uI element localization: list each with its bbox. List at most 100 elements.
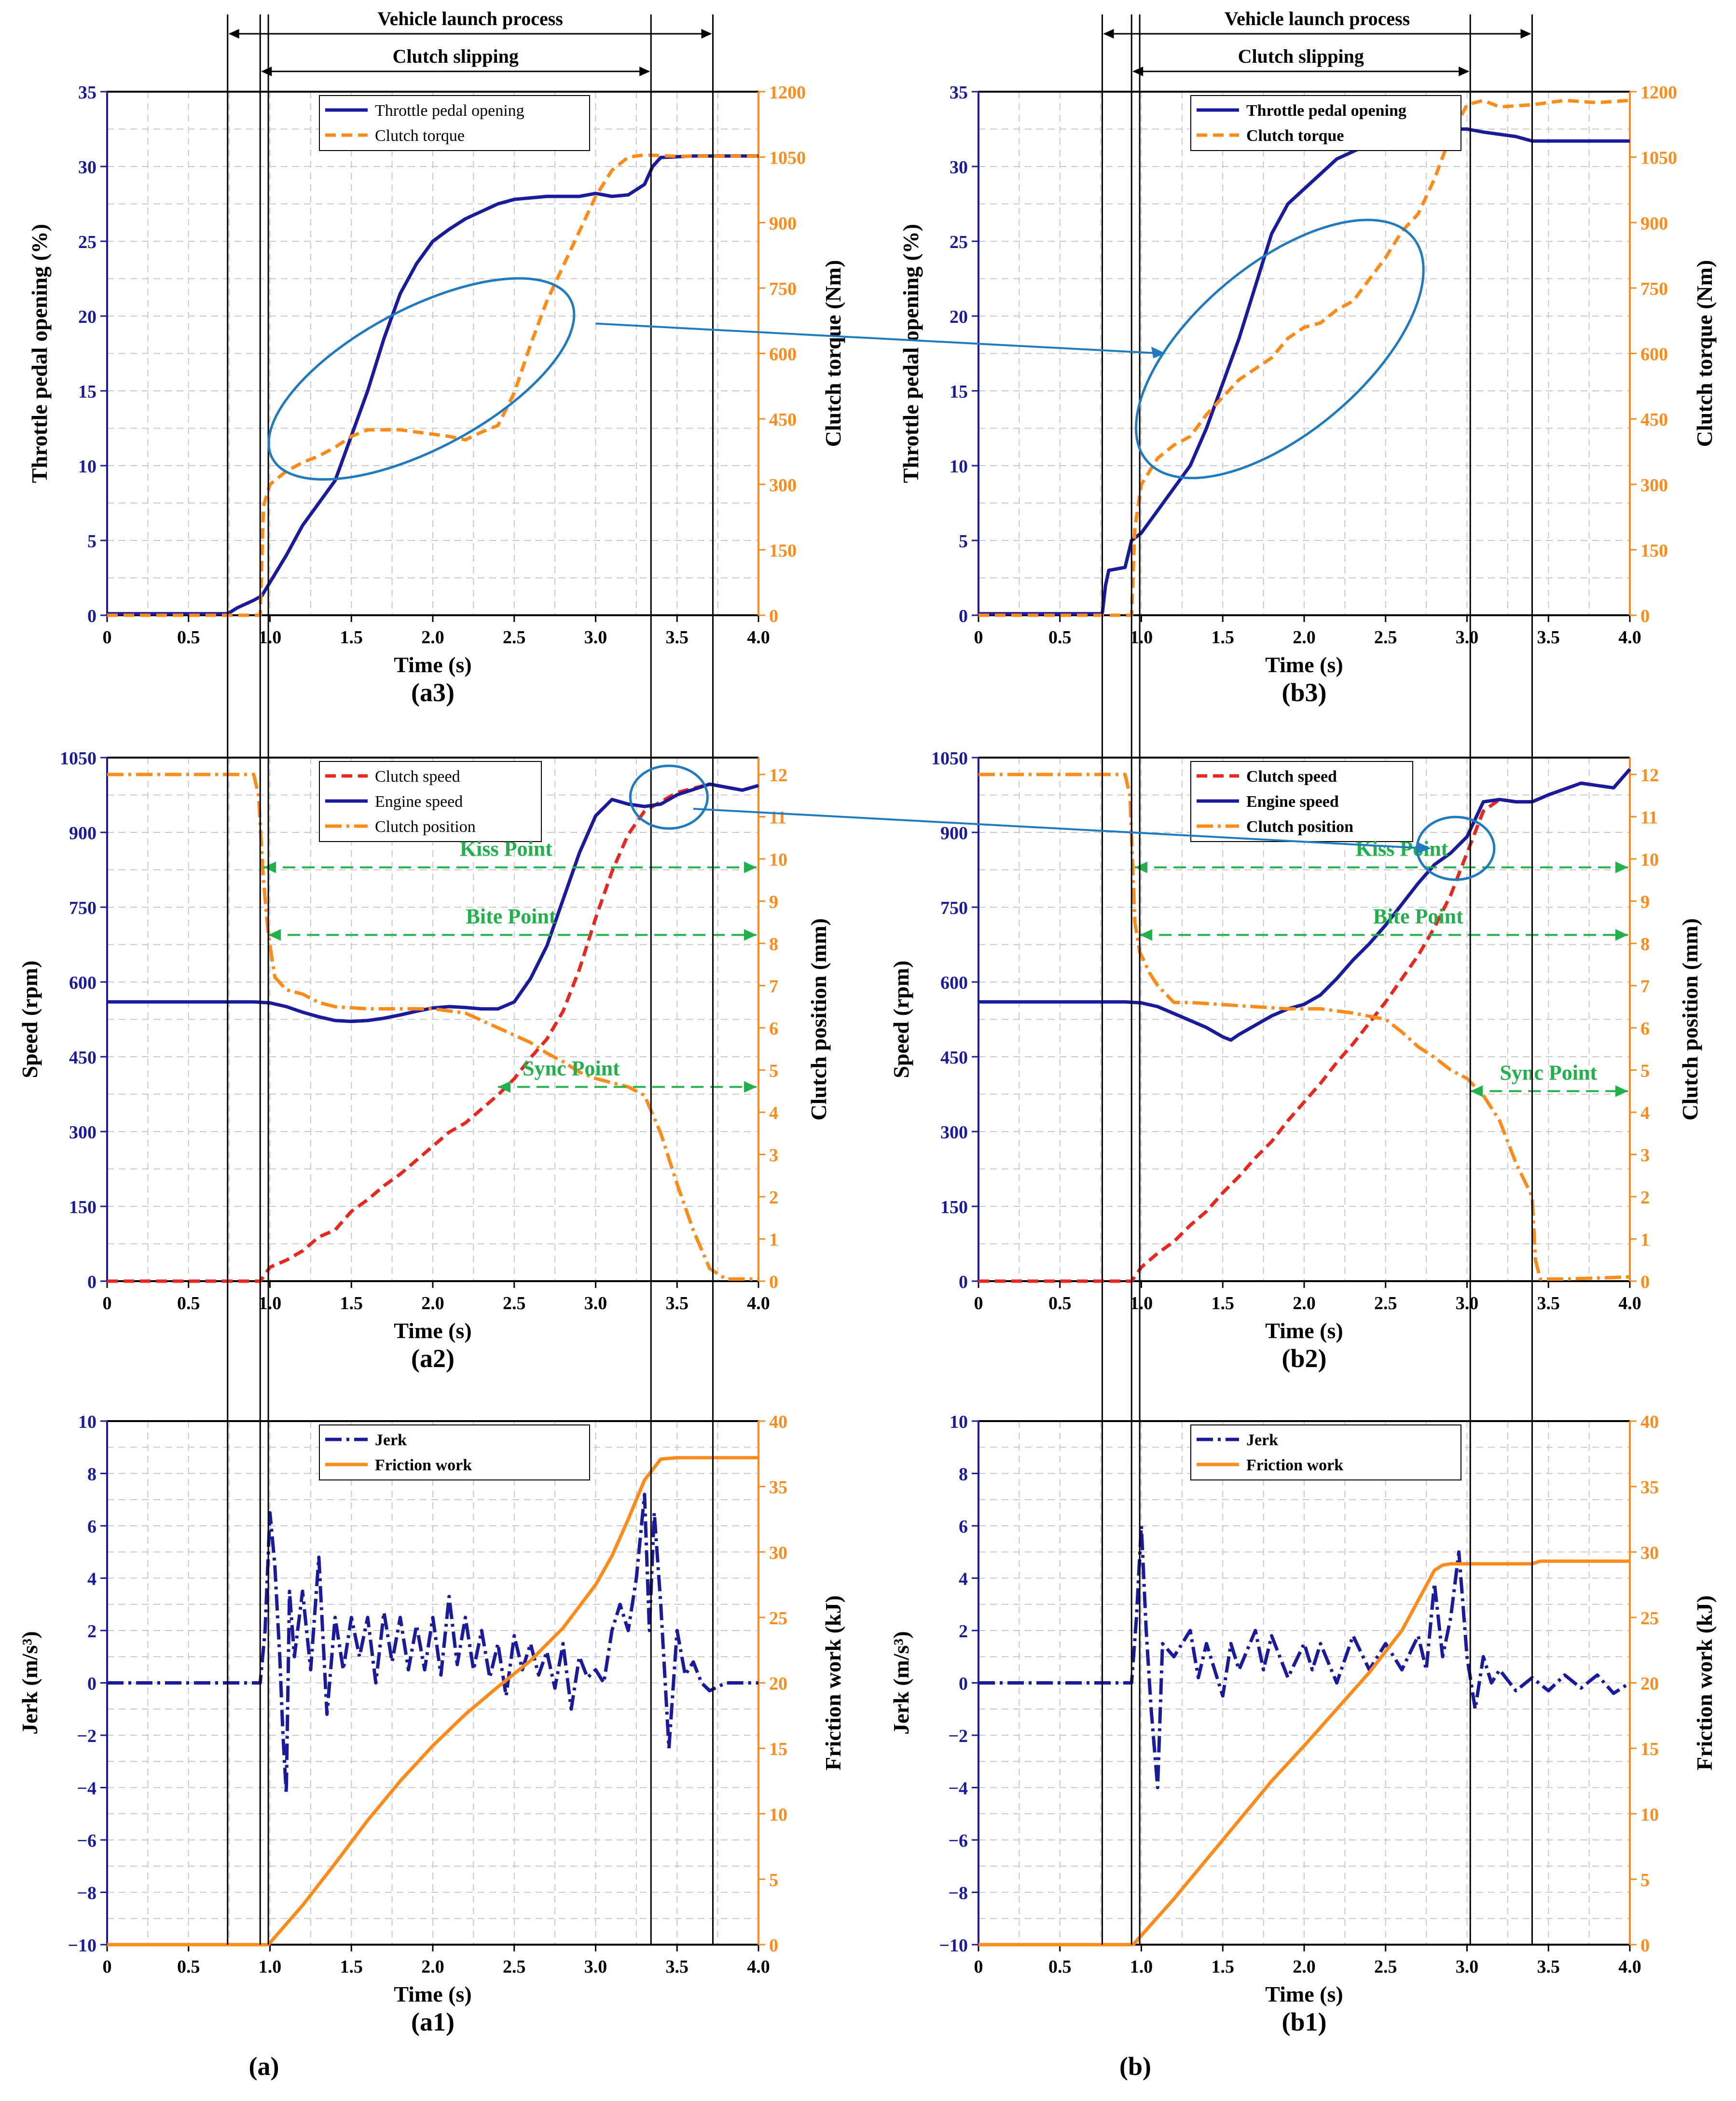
y-tick-label-right: 12 bbox=[1640, 765, 1659, 786]
legend-box bbox=[319, 1424, 590, 1480]
x-tick-label: 1.0 bbox=[1130, 1293, 1153, 1313]
x-tick-label: 2.0 bbox=[1293, 1957, 1316, 1977]
series-line-friction-work bbox=[107, 1456, 758, 1947]
y-tick-label-left: 35 bbox=[950, 83, 968, 103]
y-tick-label-left: −2 bbox=[948, 1726, 968, 1746]
x-tick-label: 3.0 bbox=[584, 1293, 607, 1313]
y-tick-label-right: 5 bbox=[1640, 1061, 1650, 1081]
column-label: (a) bbox=[249, 2052, 279, 2081]
chart-a3: 0 0.5 1.0 1.5 2.0 2.5 3.0 3.5 4.0051015202530350… bbox=[27, 83, 845, 707]
x-axis-label: Time (s) bbox=[1265, 652, 1343, 677]
y-tick-label-right: 0 bbox=[1640, 1935, 1650, 1956]
y-tick-label-right: 8 bbox=[1640, 934, 1650, 954]
y-tick-label-right: 15 bbox=[769, 1739, 787, 1759]
x-tick-label: 0.5 bbox=[1048, 627, 1072, 648]
x-tick-label: 2.0 bbox=[1293, 627, 1316, 648]
legend-box bbox=[1190, 95, 1461, 151]
x-tick-label: 1.5 bbox=[1212, 1293, 1235, 1313]
bite-point-label: Bite Point bbox=[466, 905, 556, 928]
legend: Jerk Friction work bbox=[319, 1424, 590, 1480]
x-tick-label: 0.5 bbox=[177, 1957, 200, 1977]
series-line-clutch-torque bbox=[978, 98, 1630, 617]
legend-entry: Friction work bbox=[375, 1456, 472, 1474]
callout-arrow-row2-head bbox=[1417, 842, 1432, 854]
legend-entry: Clutch speed bbox=[375, 768, 460, 786]
y-axis-label-left: Speed (rpm) bbox=[889, 960, 913, 1078]
x-tick-label: 1.5 bbox=[340, 1293, 363, 1313]
x-tick-label: 3.5 bbox=[1537, 627, 1560, 648]
x-tick-label: 0.5 bbox=[1048, 1957, 1072, 1977]
series-line-friction-work bbox=[978, 1559, 1630, 1947]
y-tick-label-right: 7 bbox=[769, 977, 778, 997]
chart-a2: 0 0.5 1.0 1.5 2.0 2.5 3.0 3.5 4.0015030045060075… bbox=[17, 748, 831, 1373]
y-tick-label-right: 1 bbox=[769, 1230, 778, 1250]
y-tick-label-right: 0 bbox=[1640, 1272, 1650, 1292]
y-tick-label-left: 0 bbox=[959, 1674, 968, 1694]
y-tick-label-left: 4 bbox=[87, 1569, 96, 1590]
kiss-arrow-head bbox=[744, 861, 757, 873]
y-tick-label-right: 750 bbox=[1640, 279, 1668, 299]
legend-entry: Throttle pedal opening bbox=[375, 102, 524, 120]
y-tick-label-left: 15 bbox=[78, 382, 96, 402]
x-tick-label: 2.5 bbox=[1374, 627, 1397, 648]
y-tick-label-right: 2 bbox=[769, 1188, 778, 1208]
chart-a1: 0 0.5 1.0 1.5 2.0 2.5 3.0 3.5 4.0 −10 −8 −6 −4 −2 0 2 4 6… bbox=[17, 1412, 845, 2036]
y-tick-label-right: 11 bbox=[769, 808, 786, 828]
y-tick-label-right: 8 bbox=[769, 934, 778, 954]
x-axis-label: Time (s) bbox=[394, 652, 471, 677]
y-tick-label-right: 9 bbox=[769, 892, 778, 912]
y-tick-label-left: 2 bbox=[959, 1621, 968, 1642]
x-tick-label: 1.0 bbox=[1130, 627, 1153, 648]
x-tick-label: 3.0 bbox=[584, 1957, 607, 1977]
y-tick-label-left: 1050 bbox=[60, 748, 96, 769]
y-tick-label-right: 35 bbox=[769, 1478, 787, 1498]
y-tick-label-left: −10 bbox=[939, 1935, 968, 1956]
y-tick-label-left: 300 bbox=[940, 1122, 968, 1143]
x-tick-label: 4.0 bbox=[747, 1957, 770, 1977]
x-tick-label: 2.5 bbox=[503, 627, 526, 648]
y-tick-label-right: 35 bbox=[1640, 1478, 1659, 1498]
y-tick-label-right: 15 bbox=[1640, 1739, 1659, 1759]
y-tick-label-left: −4 bbox=[948, 1779, 968, 1799]
y-tick-label-right: 900 bbox=[769, 213, 797, 234]
panel-label: (b1) bbox=[1282, 2007, 1327, 2036]
y-tick-label-right: 3 bbox=[769, 1146, 778, 1166]
bite-arrow-head bbox=[1140, 929, 1153, 941]
y-tick-label-right: 7 bbox=[1640, 977, 1650, 997]
x-tick-label: 0 bbox=[974, 1957, 983, 1977]
y-tick-label-right: 1200 bbox=[769, 83, 806, 103]
y-axis-label-left: Throttle pedal opening (%) bbox=[898, 224, 923, 483]
x-tick-label: 1.5 bbox=[340, 1957, 363, 1977]
panel-label: (a2) bbox=[411, 1344, 455, 1373]
series-line-jerk bbox=[978, 1524, 1631, 1789]
panel-label: (b3) bbox=[1282, 678, 1327, 707]
y-tick-label-left: 0 bbox=[87, 1674, 96, 1694]
y-tick-label-right: 600 bbox=[1640, 345, 1668, 365]
legend-entry: Clutch position bbox=[375, 818, 476, 836]
clutch-slipping-head bbox=[639, 67, 650, 76]
legend: Clutch speed Engine speed Clutch position bbox=[1190, 761, 1413, 842]
y-axis-label-right: Friction work (kJ) bbox=[821, 1595, 845, 1770]
sync-arrow-head bbox=[1470, 1085, 1483, 1097]
bite-arrow-head bbox=[1615, 929, 1628, 941]
y-tick-label-right: 900 bbox=[1640, 213, 1668, 234]
y-tick-label-left: 30 bbox=[78, 157, 96, 178]
y-tick-label-left: 750 bbox=[69, 898, 96, 918]
y-tick-label-right: 1050 bbox=[1640, 148, 1677, 168]
y-tick-label-right: 10 bbox=[1640, 1805, 1659, 1825]
x-tick-label: 0 bbox=[103, 627, 112, 648]
y-tick-label-right: 20 bbox=[1640, 1674, 1659, 1694]
x-tick-label: 2.0 bbox=[421, 627, 444, 648]
ellipse-a3 bbox=[267, 277, 576, 481]
kiss-point-label: Kiss Point bbox=[460, 837, 552, 861]
clutch-slipping-head bbox=[1459, 67, 1470, 76]
y-axis-label-right: Friction work (kJ) bbox=[1692, 1595, 1717, 1770]
y-tick-label-left: 750 bbox=[940, 898, 968, 918]
y-tick-label-left: −4 bbox=[77, 1779, 96, 1799]
x-tick-label: 1.0 bbox=[259, 1957, 282, 1977]
legend-entry: Engine speed bbox=[375, 793, 463, 811]
clutch-slipping-head bbox=[261, 67, 272, 76]
y-axis-label-left: Jerk (m/s³) bbox=[17, 1631, 42, 1734]
x-tick-label: 4.0 bbox=[747, 1293, 770, 1313]
y-tick-label-left: 900 bbox=[69, 823, 96, 843]
